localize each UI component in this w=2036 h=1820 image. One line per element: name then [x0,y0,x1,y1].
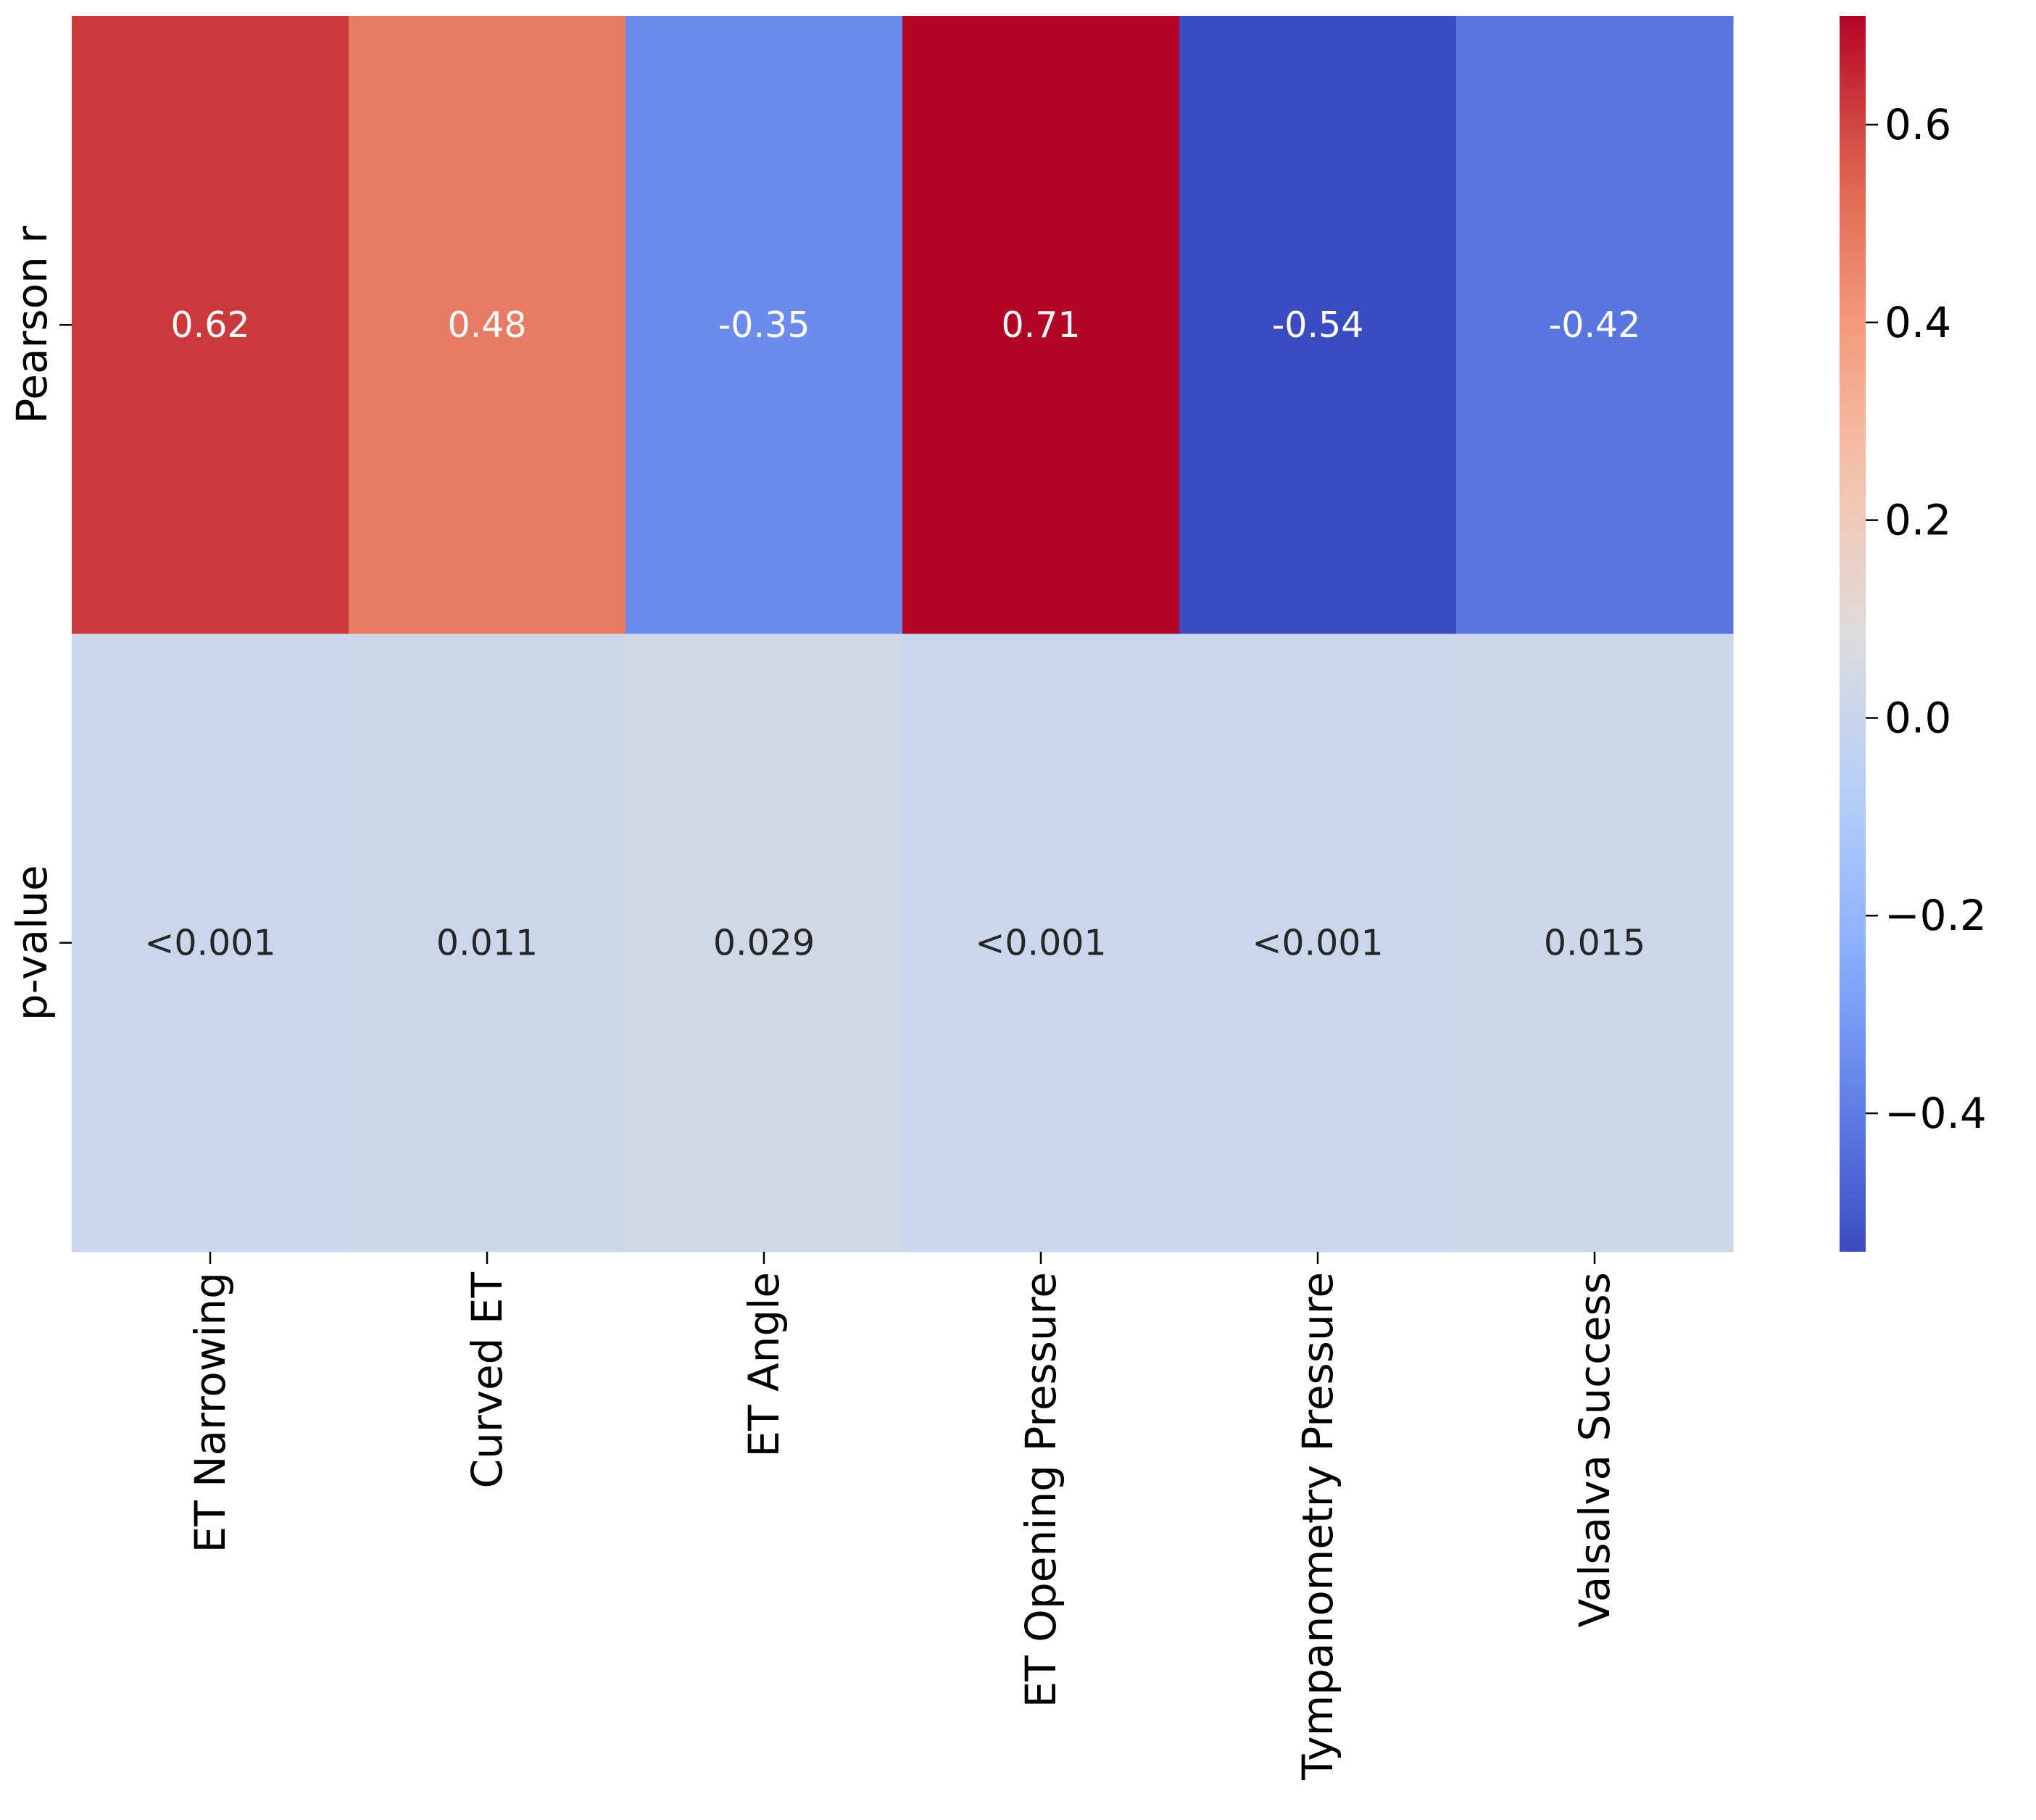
x-tick-label: ET Opening Pressure [1016,1272,1065,1708]
colorbar: 0.6 0.4 0.2 0.0 −0.2 −0.4 [1840,16,1987,1252]
colorbar-tick-label: 0.4 [1885,298,1951,347]
cell-label: <0.001 [144,922,275,963]
heatmap-cell [902,16,1180,635]
cell-label: <0.001 [1252,922,1383,963]
x-tick-label: Valsalva Success [1570,1272,1619,1627]
cell-label: 0.71 [1001,304,1080,346]
y-tick-label: Pearson r [7,226,57,424]
heatmap-cell [1456,633,1734,1252]
cell-label: 0.029 [713,922,815,963]
heatmap-cell [72,16,349,635]
colorbar-gradient [1840,16,1866,1252]
cell-label: <0.001 [975,922,1106,963]
cell-label: 0.62 [170,304,249,346]
colorbar-tick-label: 0.6 [1885,100,1951,149]
heatmap-cell [902,633,1180,1252]
colorbar-tick-label: −0.4 [1885,1089,1987,1138]
x-axis: ET Narrowing Curved ET ET Angle ET Opening … [186,1252,1619,1781]
cell-label: 0.011 [436,922,538,963]
heatmap-cell [1456,16,1734,635]
heatmap-cell [626,16,903,635]
colorbar-tick-label: −0.2 [1885,891,1987,940]
cell-label: -0.35 [718,304,810,346]
y-axis: Pearson r p-value [7,226,72,1021]
heatmap-cell [1179,633,1457,1252]
y-tick-label: p-value [7,865,57,1021]
heatmap-cells [72,16,1734,1252]
heatmap-cell [72,633,349,1252]
heatmap-cell [349,633,626,1252]
heatmap-cell [1179,16,1457,635]
cell-label: 0.48 [447,304,526,346]
x-tick-label: Curved ET [462,1271,512,1488]
colorbar-tick-label: 0.2 [1885,496,1951,545]
cell-label: -0.54 [1272,304,1364,346]
colorbar-tick-label: 0.0 [1885,693,1951,742]
x-tick-label: ET Angle [739,1272,789,1458]
heatmap-cell [626,633,903,1252]
heatmap-cell [349,16,626,635]
cell-label: 0.015 [1544,922,1645,963]
cell-label: -0.42 [1549,304,1641,346]
x-tick-label: Tympanometry Pressure [1293,1272,1342,1781]
cell-annotations: 0.62 0.48 -0.35 0.71 -0.54 -0.42 <0.001 0.011 0.… [144,304,1645,964]
x-tick-label: ET Narrowing [186,1272,235,1553]
